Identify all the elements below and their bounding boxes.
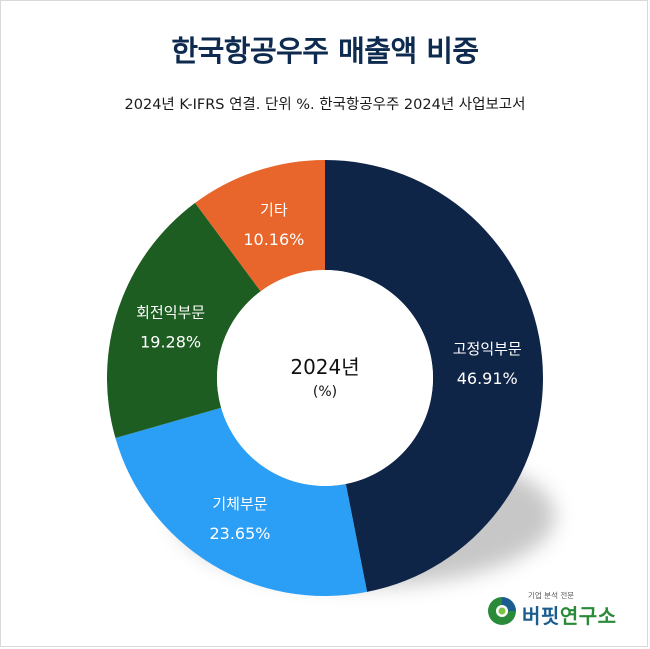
slice-label-3: 회전익부문 [136,304,205,322]
center-label: 2024년 [290,355,359,379]
pie-slice-4 [195,160,325,292]
logo-wordmark: 버핏연구소 [522,600,617,629]
chart-title: 한국항공우주 매출액 비중 [171,34,479,68]
pie-slice-3 [107,202,261,439]
slice-label-2: 기체부문 [212,495,267,513]
pie-slice-2 [115,407,368,596]
logo-tagline: 기업 분석 전문 [528,591,575,600]
slice-label-4: 기타 [260,201,288,219]
slice-value-2: 23.65% [209,524,270,543]
pie-slice-1 [325,160,543,592]
slice-value-3: 19.28% [140,333,201,352]
logo-name-part2: 연구소 [559,604,617,628]
brand-logo: 기업 분석 전문 버핏연구소 [486,588,636,634]
chart-subtitle: 2024년 K-IFRS 연결. 단위 %. 한국항공우주 2024년 사업보고… [124,97,526,113]
center-sublabel: (%) [313,384,337,400]
slice-label-1: 고정익부문 [453,340,522,358]
slice-value-4: 10.16% [243,230,304,249]
logo-name-part1: 버핏 [522,604,560,628]
logo-mark-icon [488,597,516,625]
donut-hole [217,270,433,486]
slice-value-1: 46.91% [457,369,518,388]
